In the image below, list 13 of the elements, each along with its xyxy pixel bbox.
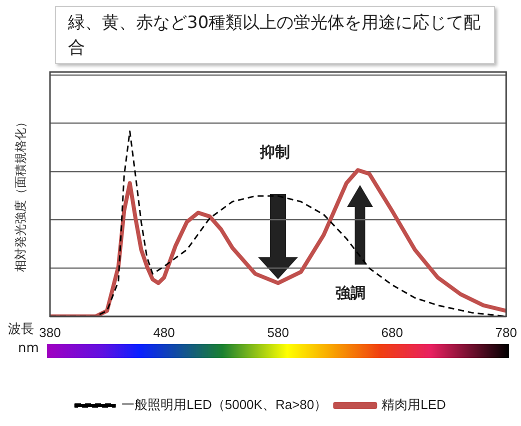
x-tick-label: 480	[153, 324, 175, 340]
x-tick-label: 680	[381, 324, 403, 340]
x-tick-label: 780	[495, 324, 518, 340]
y-axis-title: 相対発光強度（面積規格化）	[14, 116, 28, 272]
x-tick-label: 580	[267, 324, 289, 340]
annotation: 抑制	[260, 143, 290, 162]
x-axis-title: 波長	[8, 321, 34, 338]
legend-label: 一般照明用LED（5000K、Ra>80）	[122, 397, 328, 412]
chart-title: 緑、黄、赤など30種類以上の蛍光体を用途に応じて配合	[55, 6, 495, 64]
annotation: 強調	[335, 284, 366, 304]
text: nm	[18, 341, 39, 356]
x-tick-label: 380	[39, 324, 61, 340]
legend-label: 精肉用LED	[382, 397, 446, 412]
